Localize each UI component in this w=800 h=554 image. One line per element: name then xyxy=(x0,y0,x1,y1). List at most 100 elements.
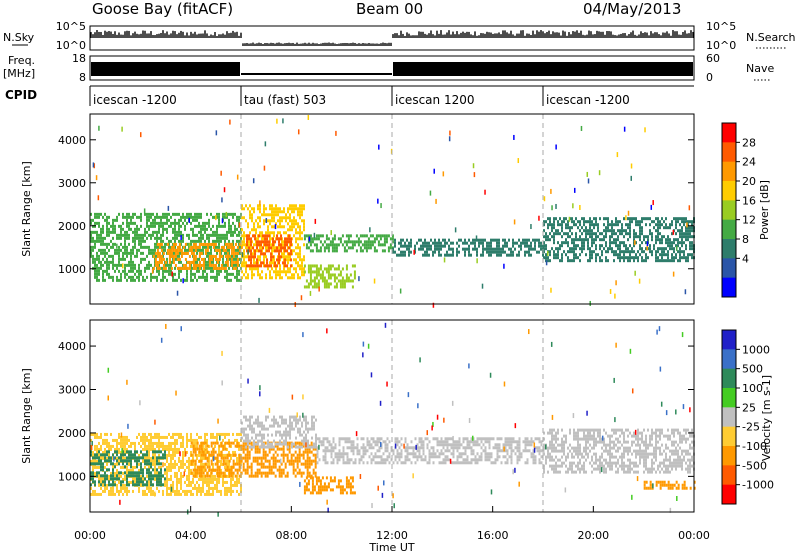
data-cell xyxy=(557,223,559,227)
data-cell xyxy=(657,259,659,263)
data-cell xyxy=(581,244,583,248)
data-cell xyxy=(166,263,168,267)
data-cell xyxy=(304,462,307,466)
data-cell xyxy=(615,220,617,224)
data-cell xyxy=(238,222,241,228)
data-cell xyxy=(142,459,144,463)
data-cell xyxy=(204,239,206,243)
data-cell xyxy=(623,241,625,245)
data-cell xyxy=(186,459,188,463)
data-cell xyxy=(327,276,330,280)
data-cell xyxy=(595,223,597,227)
data-cell xyxy=(398,247,400,251)
data-cell xyxy=(228,221,230,225)
data-cell xyxy=(202,233,204,237)
data-cell xyxy=(154,459,156,463)
data-cell xyxy=(102,248,104,252)
data-cell xyxy=(202,269,204,273)
data-cell xyxy=(303,225,305,229)
data-cell xyxy=(100,486,102,490)
data-cell xyxy=(206,248,209,252)
data-cell xyxy=(212,260,214,264)
data-cell xyxy=(124,272,126,276)
data-cell xyxy=(214,263,217,267)
data-cell xyxy=(482,238,484,242)
data-cell xyxy=(649,223,651,227)
data-cell xyxy=(160,260,163,264)
data-cell xyxy=(259,207,261,211)
data-cell xyxy=(138,272,140,276)
data-cell xyxy=(160,245,162,249)
data-cell xyxy=(156,459,158,463)
data-cell xyxy=(402,244,404,248)
data-cell xyxy=(329,276,332,280)
data-cell xyxy=(307,282,310,286)
data-cell xyxy=(120,483,122,487)
data-cell xyxy=(154,242,156,246)
data-cell xyxy=(462,241,464,245)
data-cell xyxy=(274,462,277,466)
data-cell xyxy=(98,125,100,131)
data-cell xyxy=(90,251,92,255)
data-cell xyxy=(262,234,265,238)
data-cell xyxy=(114,474,116,478)
data-cell xyxy=(510,250,512,254)
data-cell xyxy=(311,279,314,283)
data-cell xyxy=(220,236,222,240)
data-cell xyxy=(583,229,585,233)
data-cell xyxy=(581,250,583,254)
data-cell xyxy=(329,264,332,268)
data-cell xyxy=(148,263,150,267)
data-cell xyxy=(158,221,160,225)
data-cell xyxy=(176,236,178,240)
data-cell xyxy=(144,278,146,282)
data-cell xyxy=(166,212,168,216)
data-cell xyxy=(268,447,271,451)
data-cell xyxy=(218,447,220,451)
data-cell xyxy=(196,432,198,436)
data-cell xyxy=(220,263,223,267)
data-cell xyxy=(440,244,442,248)
data-cell xyxy=(646,241,649,247)
data-cell xyxy=(263,222,265,226)
data-cell xyxy=(164,215,166,219)
data-cell xyxy=(98,456,100,460)
data-cell xyxy=(112,263,114,267)
data-cell xyxy=(503,263,505,269)
data-cell xyxy=(293,216,295,220)
data-cell xyxy=(494,238,496,242)
data-cell xyxy=(114,450,116,454)
data-cell xyxy=(124,230,126,234)
data-cell xyxy=(482,241,484,245)
data-cell xyxy=(222,215,224,219)
data-cell xyxy=(257,225,259,229)
data-cell xyxy=(633,250,635,254)
data-cell xyxy=(224,432,226,436)
data-cell xyxy=(130,215,132,219)
data-cell xyxy=(168,248,171,252)
data-cell xyxy=(349,273,352,277)
data-cell xyxy=(210,248,212,252)
data-cell xyxy=(308,474,311,478)
data-cell xyxy=(94,435,96,439)
data-cell xyxy=(659,253,661,257)
data-cell xyxy=(672,271,675,277)
data-cell xyxy=(426,244,428,248)
data-cell xyxy=(538,215,540,221)
data-cell xyxy=(158,242,161,246)
data-cell xyxy=(260,249,263,253)
data-cell xyxy=(365,246,368,250)
data-cell xyxy=(196,278,198,282)
data-cell xyxy=(142,468,144,472)
data-cell xyxy=(414,244,416,248)
data-cell xyxy=(204,474,207,478)
data-cell xyxy=(291,276,293,280)
data-cell xyxy=(440,241,442,245)
data-cell xyxy=(268,462,271,466)
data-cell xyxy=(174,239,176,243)
data-cell xyxy=(154,275,156,279)
data-cell xyxy=(158,462,160,466)
data-cell xyxy=(124,453,126,457)
data-cell xyxy=(371,243,374,247)
data-cell xyxy=(214,456,217,460)
